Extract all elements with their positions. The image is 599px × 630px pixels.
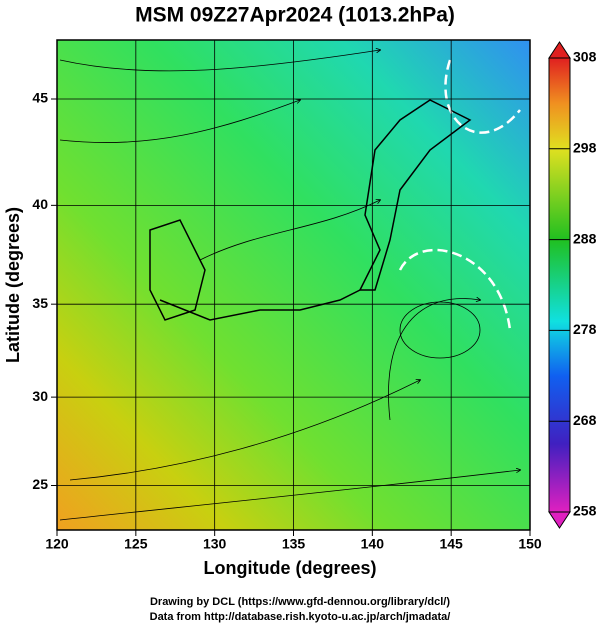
- y-tick-label: 35: [32, 295, 48, 311]
- x-tick-label: 135: [282, 536, 306, 552]
- colorbar-extend-max: [548, 41, 571, 59]
- x-tick-label: 140: [361, 536, 385, 552]
- coastline: [159, 289, 361, 321]
- colorbar-tick-label: 258: [573, 503, 597, 519]
- x-tick-label: 150: [518, 536, 542, 552]
- streamline: [59, 100, 300, 143]
- coastline: [149, 219, 206, 321]
- contour: [398, 248, 512, 331]
- colorbar-tick-label: 278: [573, 321, 597, 337]
- y-tick-label: 25: [32, 476, 48, 492]
- x-tick-label: 145: [439, 536, 463, 552]
- colorbar-tick-label: 268: [573, 412, 597, 428]
- x-tick-label: 125: [124, 536, 148, 552]
- colorbar-tick-label: 308: [573, 49, 597, 65]
- y-tick-label: 30: [32, 388, 48, 404]
- credit-line: Drawing by DCL (https://www.gfd-dennou.o…: [150, 596, 450, 608]
- streamline: [199, 200, 380, 261]
- y-tick-label: 45: [32, 90, 48, 106]
- y-axis-label: Latitude (degrees): [3, 207, 23, 363]
- x-tick-label: 130: [203, 536, 227, 552]
- credit-line: Data from http://database.rish.kyoto-u.a…: [150, 611, 451, 623]
- streamline: [59, 50, 380, 72]
- map-title: MSM 09Z27Apr2024 (1013.2hPa): [135, 4, 455, 27]
- colorbar-tick-label: 298: [573, 140, 597, 156]
- colorbar: [548, 57, 571, 513]
- x-axis-label: Longitude (degrees): [203, 558, 376, 578]
- colorbar-tick-label: 288: [573, 230, 597, 246]
- x-tick-label: 120: [45, 536, 69, 552]
- colorbar-extend-min: [548, 511, 571, 529]
- y-tick-label: 40: [32, 196, 48, 212]
- contour: [444, 59, 521, 134]
- streamline: [388, 299, 480, 421]
- streamline: [399, 301, 481, 359]
